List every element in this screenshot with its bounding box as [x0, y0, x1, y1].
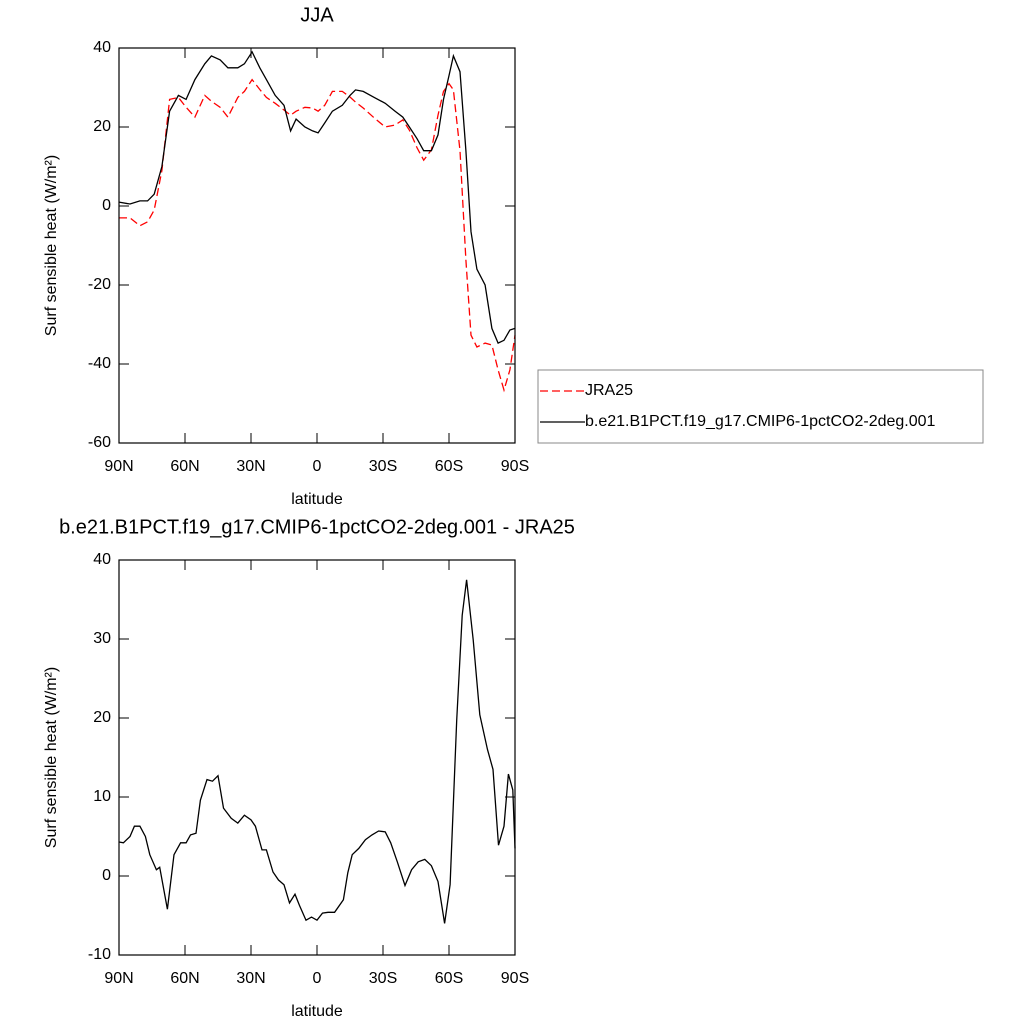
x-axis-label: latitude [291, 491, 343, 508]
x-tick-label: 0 [313, 458, 322, 475]
x-tick-label: 60S [435, 458, 463, 475]
x-tick-label: 60S [435, 970, 463, 987]
x-tick-label: 90N [104, 970, 133, 987]
y-tick-label: -60 [88, 434, 111, 451]
x-tick-label: 30S [369, 970, 397, 987]
x-tick-label: 60N [170, 970, 199, 987]
y-tick-label: 40 [93, 39, 111, 56]
y-tick-label: -40 [88, 355, 111, 372]
y-axis-label: Surf sensible heat (W/m²) [43, 155, 60, 336]
legend-label: b.e21.B1PCT.f19_g17.CMIP6-1pctCO2-2deg.0… [585, 413, 936, 430]
y-tick-label: 0 [102, 197, 111, 214]
y-tick-label: 0 [102, 867, 111, 884]
chart-title: JJA [300, 4, 334, 26]
x-tick-label: 30N [236, 458, 265, 475]
data-line [118, 50, 516, 344]
x-tick-label: 90N [104, 458, 133, 475]
y-tick-label: 20 [93, 118, 111, 135]
x-tick-label: 90S [501, 970, 529, 987]
x-tick-label: 90S [501, 458, 529, 475]
x-axis-label: latitude [291, 1003, 343, 1020]
data-line [118, 579, 516, 924]
y-tick-label: 30 [93, 630, 111, 647]
x-tick-label: 30S [369, 458, 397, 475]
plot-frame [118, 47, 516, 444]
plot-frame [118, 559, 516, 956]
data-line [119, 78, 516, 393]
y-tick-label: -10 [88, 946, 111, 963]
chart-title: b.e21.B1PCT.f19_g17.CMIP6-1pctCO2-2deg.0… [59, 516, 575, 538]
x-tick-label: 60N [170, 458, 199, 475]
y-axis-label: Surf sensible heat (W/m²) [43, 667, 60, 848]
y-tick-label: 20 [93, 709, 111, 726]
x-tick-label: 30N [236, 970, 265, 987]
y-tick-label: 40 [93, 551, 111, 568]
y-tick-label: 10 [93, 788, 111, 805]
y-tick-label: -20 [88, 276, 111, 293]
x-tick-label: 0 [313, 970, 322, 987]
legend-label: JRA25 [585, 382, 633, 399]
legend-box [537, 369, 984, 444]
